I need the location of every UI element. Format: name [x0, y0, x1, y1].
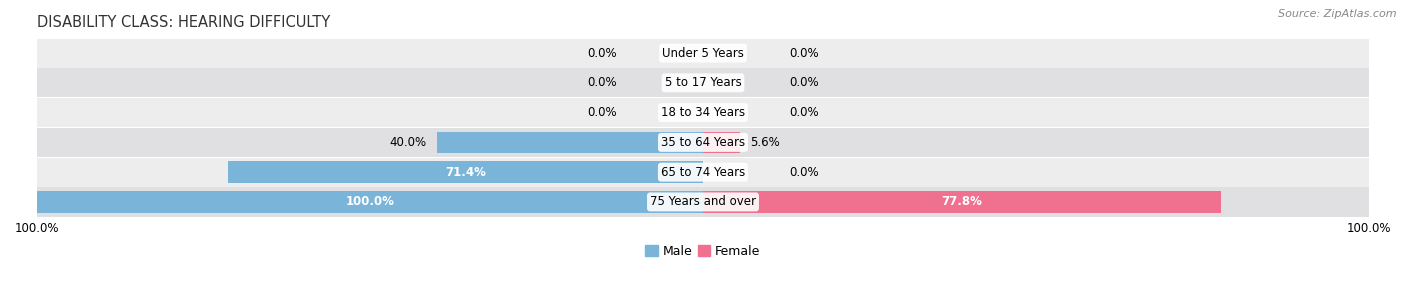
- Bar: [703, 191, 1220, 213]
- Text: 0.0%: 0.0%: [790, 76, 820, 89]
- Text: 71.4%: 71.4%: [444, 166, 485, 179]
- Bar: [37, 158, 1369, 187]
- Text: 18 to 34 Years: 18 to 34 Years: [661, 106, 745, 119]
- Text: 0.0%: 0.0%: [790, 166, 820, 179]
- Text: 5.6%: 5.6%: [751, 136, 780, 149]
- Text: 100.0%: 100.0%: [346, 196, 395, 208]
- Bar: [703, 132, 741, 153]
- Bar: [437, 132, 703, 153]
- Text: 35 to 64 Years: 35 to 64 Years: [661, 136, 745, 149]
- Bar: [37, 187, 1369, 217]
- Text: 0.0%: 0.0%: [790, 47, 820, 59]
- Bar: [37, 38, 1369, 68]
- Bar: [37, 128, 1369, 157]
- Text: Under 5 Years: Under 5 Years: [662, 47, 744, 59]
- Bar: [37, 191, 703, 213]
- Bar: [37, 68, 1369, 97]
- Text: 0.0%: 0.0%: [586, 106, 616, 119]
- Text: Source: ZipAtlas.com: Source: ZipAtlas.com: [1278, 9, 1396, 19]
- Text: DISABILITY CLASS: HEARING DIFFICULTY: DISABILITY CLASS: HEARING DIFFICULTY: [37, 15, 330, 30]
- Text: 0.0%: 0.0%: [790, 106, 820, 119]
- Text: 0.0%: 0.0%: [586, 76, 616, 89]
- Text: 77.8%: 77.8%: [942, 196, 983, 208]
- Legend: Male, Female: Male, Female: [641, 240, 765, 263]
- Bar: [228, 161, 703, 183]
- Text: 5 to 17 Years: 5 to 17 Years: [665, 76, 741, 89]
- Text: 65 to 74 Years: 65 to 74 Years: [661, 166, 745, 179]
- Bar: [37, 98, 1369, 127]
- Text: 40.0%: 40.0%: [389, 136, 426, 149]
- Text: 0.0%: 0.0%: [586, 47, 616, 59]
- Text: 75 Years and over: 75 Years and over: [650, 196, 756, 208]
